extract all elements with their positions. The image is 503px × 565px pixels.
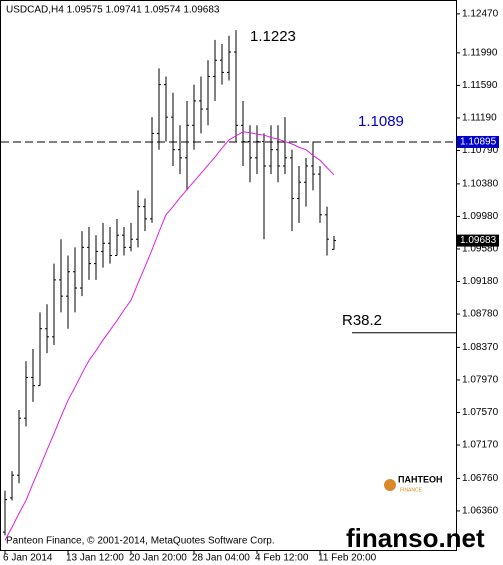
y-tick-label: 1.11590 <box>462 80 498 91</box>
y-tick-label: 1.06360 <box>462 506 499 517</box>
level-tag-label: 1.10895 <box>460 137 497 148</box>
x-tick-label: 11 Feb 20:00 <box>318 553 377 564</box>
y-tick-label: 1.10380 <box>462 179 499 190</box>
level-tag <box>457 135 499 148</box>
y-tick-label: 1.08370 <box>462 342 499 353</box>
price-tag-label: 1.09683 <box>460 235 497 246</box>
y-tick-label: 1.07170 <box>462 440 499 451</box>
x-tick-label: 13 Jan 12:00 <box>66 553 124 564</box>
moving-average <box>4 131 335 541</box>
price-tag <box>457 234 499 247</box>
watermark: finanso.net <box>346 523 485 553</box>
x-tick-label: 4 Feb 12:00 <box>255 553 309 564</box>
plot-frame <box>0 0 457 551</box>
y-tick-label: 1.11190 <box>462 113 497 124</box>
annotation: 1.1089 <box>358 113 404 130</box>
footer: Panteon Finance, © 2001-2014, MetaQuotes… <box>6 536 275 547</box>
y-tick-label: 1.08780 <box>462 309 499 320</box>
x-tick-label: 6 Jan 2014 <box>3 553 53 564</box>
y-tick-label: 1.12470 <box>462 8 499 19</box>
logo-sub: FINANCE <box>400 487 423 493</box>
chart-title: USDCAD,H4 1.09575 1.09741 1.09574 1.0968… <box>6 5 220 16</box>
annotation: R38.2 <box>342 312 382 329</box>
logo-name: ПАНТЕОН <box>398 474 442 484</box>
y-tick-label: 1.11990 <box>462 48 498 59</box>
y-tick-label: 1.09980 <box>462 211 499 222</box>
x-tick-label: 20 Jan 20:00 <box>129 553 187 564</box>
y-tick-label: 1.09580 <box>462 244 499 255</box>
y-tick-label: 1.07970 <box>462 375 499 386</box>
y-tick-label: 1.07570 <box>462 407 499 418</box>
annotation: 1.1223 <box>250 28 296 45</box>
x-tick-label: 28 Jan 04:00 <box>192 553 250 564</box>
logo-icon <box>384 479 396 491</box>
y-tick-label: 1.09180 <box>462 276 499 287</box>
y-tick-label: 1.06760 <box>462 473 499 484</box>
y-tick-label: 1.10790 <box>462 145 499 156</box>
